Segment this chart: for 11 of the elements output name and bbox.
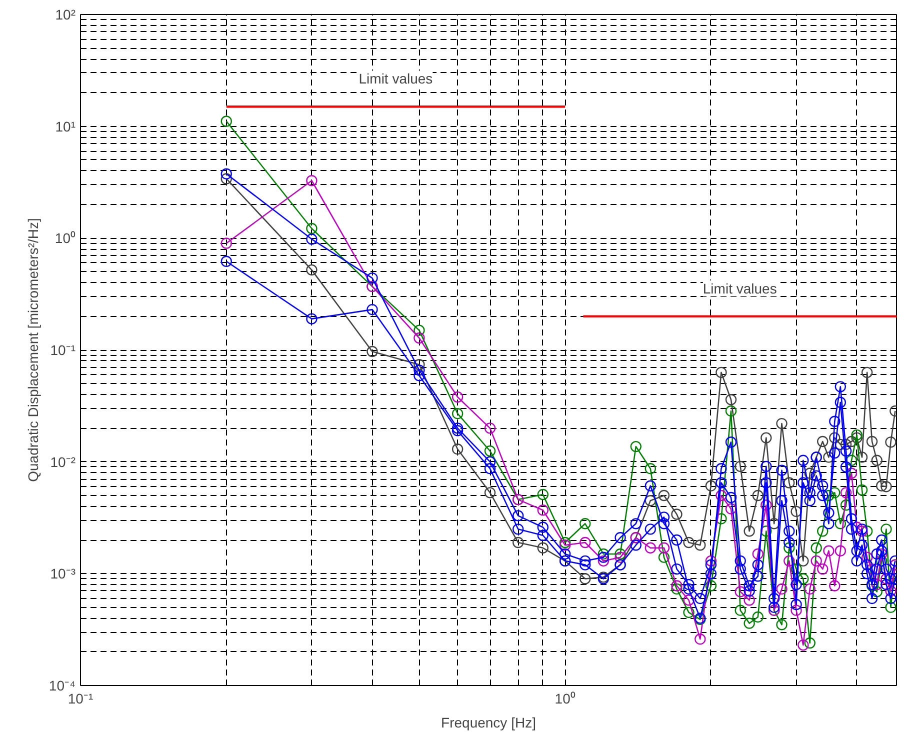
annotation: Limit values [702, 280, 777, 296]
annotation: Limit values [358, 70, 433, 87]
y-tick-label: 10⁻⁴ [48, 678, 76, 694]
y-tick-label: 10⁰ [54, 230, 76, 246]
y-tick-label: 10⁻³ [50, 566, 76, 582]
y-tick-label: 10⁻² [50, 454, 76, 470]
y-tick-label: 10² [55, 6, 76, 22]
x-axis-title: Frequency [Hz] [441, 714, 536, 730]
y-axis-title: Quadratic Displacement [micrometers²/Hz] [24, 218, 41, 482]
y-tick-label: 10¹ [55, 118, 76, 134]
y-tick-label: 10⁻¹ [50, 342, 76, 358]
